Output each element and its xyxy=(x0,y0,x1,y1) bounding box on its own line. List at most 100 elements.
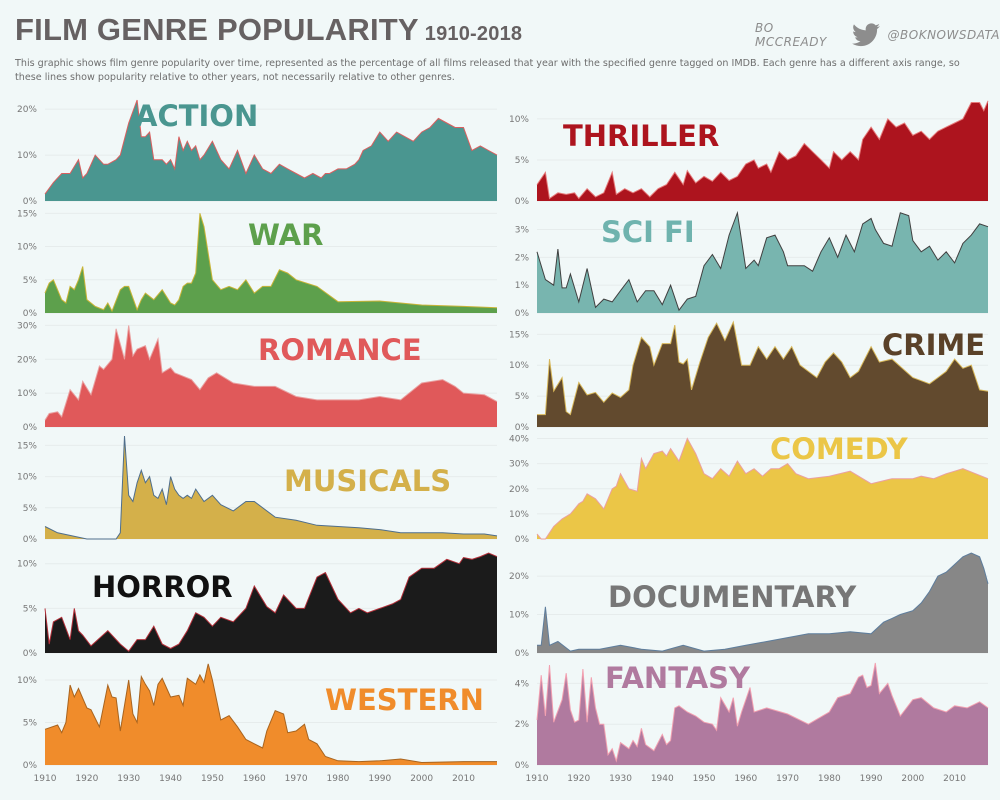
y-tick-label: 3% xyxy=(515,225,530,235)
description: This graphic shows film genre popularity… xyxy=(15,58,960,83)
area-fill xyxy=(45,100,497,201)
area-outline xyxy=(536,100,989,200)
y-tick-label: 10% xyxy=(17,560,37,570)
genre-label: FANTASY xyxy=(605,661,751,695)
area-fill xyxy=(537,212,988,313)
y-tick-label: 15% xyxy=(509,330,529,340)
y-tick-label: 2% xyxy=(515,720,530,730)
author-name: BO MCCREADY xyxy=(755,21,827,49)
y-tick-label: 10% xyxy=(509,611,529,621)
area-outline xyxy=(537,320,989,416)
x-tick-label: 2010 xyxy=(452,774,475,784)
y-tick-label: 10% xyxy=(17,243,37,253)
area-outline xyxy=(44,99,498,195)
twitter-bird-icon xyxy=(851,23,880,47)
x-tick-label: 1970 xyxy=(776,774,799,784)
x-tick-label: 1940 xyxy=(651,774,674,784)
y-tick-label: 5% xyxy=(23,504,38,514)
title-text: FILM GENRE POPULARITY xyxy=(15,12,419,47)
y-tick-label: 5% xyxy=(515,156,530,166)
y-tick-label: 0% xyxy=(515,649,530,659)
chart-thriller: 0% 5% 10% THRILLER xyxy=(509,100,989,207)
area-outline xyxy=(537,552,989,652)
y-tick-label: 30% xyxy=(509,460,529,470)
y-tick-label: 15% xyxy=(17,209,37,219)
y-tick-label: 10% xyxy=(17,473,37,483)
y-tick-label: 20% xyxy=(17,105,37,115)
y-tick-label: 20% xyxy=(509,485,529,495)
area-outline xyxy=(44,552,498,652)
y-tick-label: 0% xyxy=(23,309,38,319)
y-tick-label: 1% xyxy=(515,281,530,291)
chart-action: 0% 10% 20% ACTION xyxy=(17,99,498,207)
page-title: FILM GENRE POPULARITY 1910-2018 xyxy=(15,12,522,48)
area-fill xyxy=(45,553,497,653)
area-fill xyxy=(45,325,497,427)
chart-crime: 0% 5% 10% 15% CRIME xyxy=(509,320,989,433)
genre-label: SCI FI xyxy=(601,215,695,249)
genre-label: ACTION xyxy=(135,99,258,133)
x-tick-label: 1980 xyxy=(818,774,841,784)
x-tick-label: 1970 xyxy=(285,774,308,784)
y-tick-label: 4% xyxy=(515,679,530,689)
x-tick-label: 2000 xyxy=(410,774,433,784)
genre-label: DOCUMENTARY xyxy=(608,580,857,614)
y-tick-label: 0% xyxy=(23,649,38,659)
x-tick-label: 1910 xyxy=(34,774,57,784)
y-tick-label: 0% xyxy=(515,309,530,319)
x-tick-label: 2010 xyxy=(943,774,966,784)
chart-romance: 0% 10% 20% 30% ROMANCE xyxy=(17,321,498,433)
y-tick-label: 5% xyxy=(23,276,38,286)
chart-western: 0% 5% 10% WESTERN 1910 1920 1930 1940 1950 1960 19… xyxy=(17,663,497,784)
area-fill xyxy=(45,436,497,539)
genre-label: ROMANCE xyxy=(258,333,422,367)
area-outline xyxy=(536,662,989,763)
x-tick-label: 2000 xyxy=(901,774,924,784)
y-tick-label: 0% xyxy=(23,535,38,545)
y-tick-label: 30% xyxy=(17,321,37,331)
y-tick-label: 20% xyxy=(509,572,529,582)
chart-sci-fi: 0% 1% 2% 3% SCI FI xyxy=(515,210,989,319)
x-tick-label: 1960 xyxy=(243,774,266,784)
y-tick-label: 0% xyxy=(515,423,530,433)
y-tick-label: 0% xyxy=(515,761,530,771)
x-tick-label: 1920 xyxy=(75,774,98,784)
x-tick-label: 1920 xyxy=(567,774,590,784)
chart-fantasy: 0% 2% 4% FANTASY 1910 1920 1930 1940 1950 1960 197… xyxy=(515,661,989,784)
area-outline xyxy=(44,435,498,540)
x-tick-label: 1990 xyxy=(368,774,391,784)
area-fill xyxy=(537,100,988,201)
x-tick-label: 1930 xyxy=(117,774,140,784)
x-tick-label: 1940 xyxy=(159,774,182,784)
x-tick-label: 1960 xyxy=(734,774,757,784)
chart-musicals: 0% 5% 10% 15% MUSICALS xyxy=(17,435,498,545)
y-tick-label: 5% xyxy=(23,719,38,729)
genre-label: WESTERN xyxy=(325,683,484,717)
y-tick-label: 0% xyxy=(515,197,530,207)
area-fill xyxy=(537,663,988,765)
area-fill xyxy=(537,438,988,539)
y-tick-label: 10% xyxy=(509,361,529,371)
y-tick-label: 5% xyxy=(23,604,38,614)
genre-label: HORROR xyxy=(92,570,233,604)
y-tick-label: 0% xyxy=(515,535,530,545)
y-tick-label: 20% xyxy=(17,355,37,365)
area-fill xyxy=(45,663,497,765)
x-tick-label: 1950 xyxy=(693,774,716,784)
y-tick-label: 2% xyxy=(515,253,530,263)
y-tick-label: 10% xyxy=(17,676,37,686)
y-tick-label: 10% xyxy=(509,510,529,520)
area-fill xyxy=(537,553,988,653)
chart-horror: 0% 5% 10% HORROR xyxy=(17,552,498,659)
y-tick-label: 10% xyxy=(17,151,37,161)
y-tick-label: 0% xyxy=(23,197,38,207)
genre-label: COMEDY xyxy=(770,432,909,466)
y-tick-label: 5% xyxy=(515,392,530,402)
genre-label: MUSICALS xyxy=(284,464,451,498)
x-tick-label: 1950 xyxy=(201,774,224,784)
y-tick-label: 0% xyxy=(23,761,38,771)
area-fill xyxy=(45,213,497,313)
chart-comedy: 0% 10% 20% 30% 40% COMEDY xyxy=(509,432,989,545)
area-outline xyxy=(44,663,497,764)
